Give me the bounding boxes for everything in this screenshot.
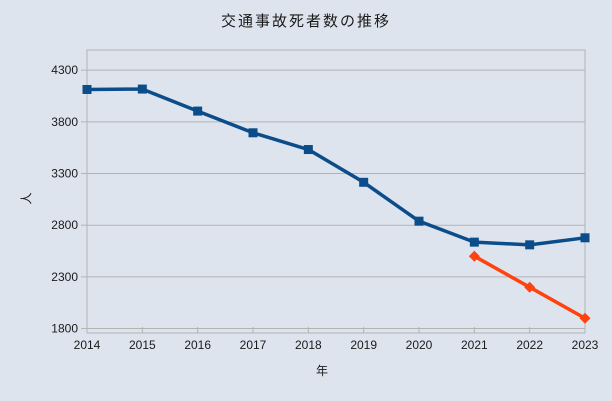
- x-tick-label: 2016: [184, 338, 211, 352]
- series-1-marker: [248, 128, 258, 138]
- x-tick-label: 2017: [240, 338, 267, 352]
- series-1-marker: [525, 240, 535, 250]
- x-tick-label: 2019: [350, 338, 377, 352]
- x-axis-title: 年: [315, 364, 328, 378]
- series-1-marker: [469, 237, 479, 247]
- y-tick-label: 4300: [51, 63, 78, 77]
- series-2-marker: [579, 312, 591, 324]
- plot-border: [86, 49, 586, 334]
- series-1-marker: [193, 106, 203, 116]
- x-tick-label: 2021: [461, 338, 488, 352]
- x-tick-label: 2022: [516, 338, 543, 352]
- y-tick-label: 1800: [51, 322, 78, 336]
- series-1-marker: [303, 145, 313, 155]
- chart-title: 交通事故死者数の推移: [220, 13, 391, 30]
- y-axis-title: 人: [19, 192, 34, 205]
- series-1-marker: [359, 177, 369, 187]
- series-1-line: [85, 87, 587, 247]
- series-2-marker: [468, 250, 480, 262]
- series-1-marker: [580, 233, 590, 243]
- series-1-marker: [137, 84, 147, 94]
- y-tick-label: 3800: [51, 115, 78, 129]
- y-tick-label: 3300: [51, 167, 78, 181]
- x-tick-label: 2014: [74, 338, 101, 352]
- x-tick-label: 2020: [406, 338, 433, 352]
- y-tick-label: 2300: [51, 270, 78, 284]
- x-tick-label: 2018: [295, 338, 322, 352]
- series-1-marker: [82, 84, 92, 94]
- y-tick-label: 2800: [51, 218, 78, 232]
- x-tick-label: 2015: [129, 338, 156, 352]
- series-2-marker: [524, 281, 536, 293]
- x-tick-label: 2023: [572, 338, 599, 352]
- series-1-marker: [414, 216, 424, 226]
